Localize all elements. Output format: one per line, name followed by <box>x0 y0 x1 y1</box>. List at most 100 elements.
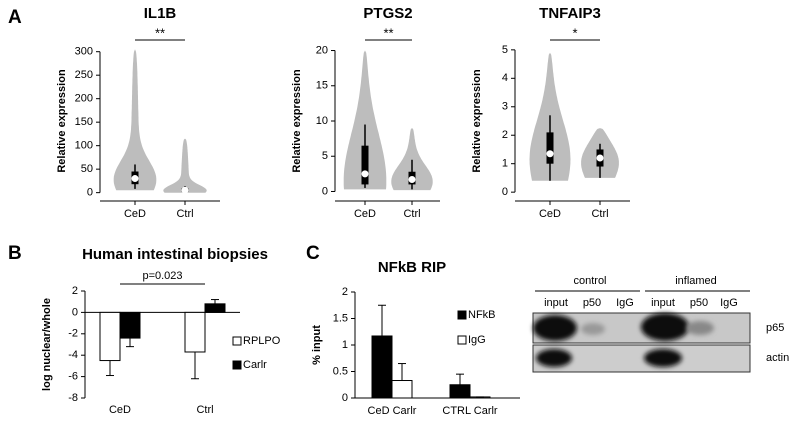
y-tick-label: 50 <box>81 163 93 175</box>
band <box>644 349 682 367</box>
band <box>536 349 572 367</box>
x-tick-label: Ctrl <box>176 208 193 220</box>
x-tick-label: CeD <box>354 208 376 220</box>
y-tick-label: 100 <box>75 140 93 152</box>
annotation: p=0.023 <box>142 270 182 282</box>
legend-label: NFkB <box>468 309 496 321</box>
bar <box>184 311 206 353</box>
x-tick-label: CeD <box>109 404 131 416</box>
y-tick-label: 5 <box>322 150 328 162</box>
y-tick-label: 2 <box>502 129 508 141</box>
significance: ** <box>383 25 393 40</box>
x-tick-label: CeD Carlr <box>368 405 417 417</box>
y-tick-label: 0 <box>342 392 348 404</box>
y-tick-label: -8 <box>68 392 78 404</box>
row-label: actin <box>766 352 789 364</box>
median <box>361 170 369 178</box>
blot: control inflamed input p50 IgG input p50… <box>532 275 789 373</box>
x-tick-label: Ctrl <box>591 208 608 220</box>
legend-label: Carlr <box>243 359 267 371</box>
y-tick-label: 4 <box>502 72 508 84</box>
band <box>641 313 689 341</box>
legend-swatch <box>232 360 242 370</box>
lane-label: p50 <box>583 297 601 309</box>
lane-label: IgG <box>720 297 738 309</box>
panel-letter: C <box>306 243 320 264</box>
y-tick-label: 1 <box>342 339 348 351</box>
x-tick-label: Ctrl <box>403 208 420 220</box>
significance: * <box>572 25 577 40</box>
bar <box>391 380 413 399</box>
x-tick-label: CTRL Carlr <box>442 405 498 417</box>
y-tick-label: 0 <box>87 187 93 199</box>
band <box>686 321 714 335</box>
lane-label: IgG <box>616 297 634 309</box>
box <box>361 145 369 185</box>
legend-swatch <box>457 335 467 345</box>
chart-title: TNFAIP3 <box>539 5 601 22</box>
median <box>131 175 139 183</box>
blot-group: inflamed <box>675 275 717 287</box>
y-tick-label: 250 <box>75 69 93 81</box>
blot-group: control <box>573 275 606 287</box>
y-tick-label: 1.5 <box>333 312 348 324</box>
y-tick-label: 5 <box>502 44 508 56</box>
bar <box>371 335 393 399</box>
y-axis-label: Relative expression <box>56 69 68 173</box>
y-tick-label: 10 <box>316 115 328 127</box>
y-tick-label: 0 <box>72 306 78 318</box>
chart-title: PTGS2 <box>363 5 412 22</box>
lane-label: p50 <box>690 297 708 309</box>
y-tick-label: 0.5 <box>333 365 348 377</box>
significance: ** <box>155 25 165 40</box>
x-tick-label: Ctrl <box>196 404 213 416</box>
band <box>581 323 605 335</box>
y-tick-label: 20 <box>316 44 328 56</box>
median <box>596 154 604 162</box>
chart-title: NFkB RIP <box>378 259 446 276</box>
x-tick-label: CeD <box>124 208 146 220</box>
y-tick-label: 0 <box>502 186 508 198</box>
y-axis-label: % input <box>311 325 323 365</box>
bar <box>449 384 471 399</box>
y-axis-label: Relative expression <box>471 69 483 173</box>
y-tick-label: 15 <box>316 80 328 92</box>
bar <box>99 311 121 362</box>
y-tick-label: 3 <box>502 101 508 113</box>
violin <box>343 50 387 190</box>
median <box>408 175 416 183</box>
box <box>546 132 554 164</box>
y-tick-label: 1 <box>502 158 508 170</box>
lane-label: input <box>544 297 568 309</box>
bar <box>204 303 226 313</box>
y-tick-label: 2 <box>72 285 78 297</box>
legend-label: IgG <box>468 334 486 346</box>
row-label: p65 <box>766 322 784 334</box>
legend-swatch <box>232 336 242 346</box>
panel-letter: A <box>8 7 22 28</box>
lane-label: input <box>651 297 675 309</box>
median <box>181 186 189 194</box>
bar <box>119 311 141 339</box>
violin <box>163 138 207 193</box>
median <box>546 150 554 158</box>
legend-swatch <box>457 310 467 320</box>
violin <box>113 49 157 191</box>
panel-letter: B <box>8 243 22 264</box>
y-tick-label: 0 <box>322 185 328 197</box>
y-axis-label: Relative expression <box>291 69 303 173</box>
y-tick-label: -2 <box>68 328 78 340</box>
x-tick-label: CeD <box>539 208 561 220</box>
chart-title: Human intestinal biopsies <box>82 246 268 263</box>
y-tick-label: 200 <box>75 93 93 105</box>
band <box>533 315 577 341</box>
y-tick-label: -6 <box>68 371 78 383</box>
y-tick-label: 2 <box>342 286 348 298</box>
legend-label: RPLPO <box>243 335 281 347</box>
violin <box>391 128 433 191</box>
y-tick-label: 300 <box>75 46 93 58</box>
y-axis-label: log nuclear/whole <box>41 298 53 391</box>
chart-title: IL1B <box>144 5 177 22</box>
